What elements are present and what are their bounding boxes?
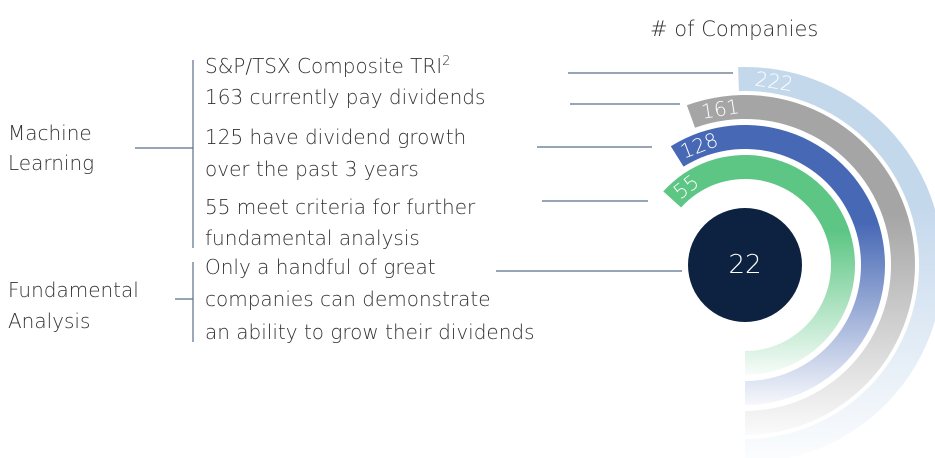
item-line: 125 have dividend growth	[205, 125, 466, 149]
item-line: an ability to grow their dividends	[205, 320, 535, 344]
item-line: Only a handful of great	[205, 255, 436, 279]
ring	[663, 154, 855, 375]
item-text: 163 currently pay dividends	[205, 85, 485, 109]
item-text: 125 have dividend growth	[205, 125, 466, 149]
ring-label: 161	[700, 94, 741, 124]
ring	[670, 124, 885, 406]
item-text: companies can demonstrate	[205, 287, 491, 311]
item-line: 55 meet criteria for further	[205, 195, 476, 219]
footnote: 2	[442, 54, 450, 69]
group-label-line: Analysis	[8, 309, 90, 333]
item-text: Only a handful of great	[205, 255, 436, 279]
ring-label: 222	[753, 66, 794, 96]
item-line: companies can demonstrate	[205, 287, 491, 311]
group-label-line: Fundamental	[8, 278, 139, 302]
center-value: 22	[728, 250, 761, 280]
item-text: fundamental analysis	[205, 226, 420, 250]
ring-label: 128	[677, 127, 721, 163]
item-line: fundamental analysis	[205, 226, 420, 250]
item-text: 55 meet criteria for further	[205, 195, 476, 219]
group-label: Machine Learning	[8, 121, 94, 175]
bracket	[175, 262, 194, 342]
center-circle	[688, 208, 802, 322]
item-line: S&P/TSX Composite TRI	[205, 54, 442, 78]
item-text: S&P/TSX Composite TRI2	[205, 54, 450, 78]
item-text: an ability to grow their dividends	[205, 320, 535, 344]
item-text: over the past 3 years	[205, 157, 419, 181]
group-label: Fundamental Analysis	[8, 278, 139, 333]
bracket	[135, 60, 194, 248]
header: # of Companies	[650, 17, 818, 41]
item-line: over the past 3 years	[205, 157, 419, 181]
item-line: 163 currently pay dividends	[205, 85, 485, 109]
group-label-line: Learning	[8, 151, 94, 175]
group-label-line: Machine	[8, 121, 92, 145]
